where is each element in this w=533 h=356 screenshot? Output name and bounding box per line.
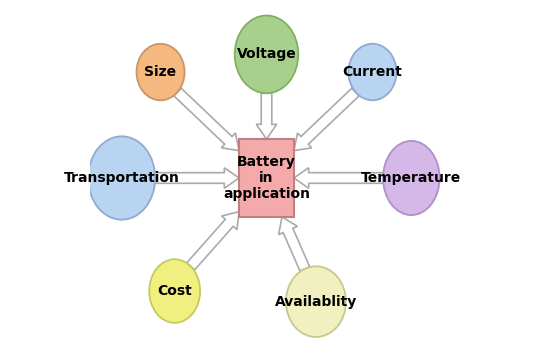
Ellipse shape [383, 141, 440, 215]
Polygon shape [155, 168, 239, 188]
Text: Availablity: Availablity [275, 295, 357, 309]
Text: Current: Current [343, 65, 402, 79]
Text: Voltage: Voltage [237, 47, 296, 61]
Polygon shape [187, 212, 239, 270]
Polygon shape [174, 88, 239, 151]
Ellipse shape [235, 16, 298, 93]
Ellipse shape [349, 44, 397, 100]
Polygon shape [279, 217, 310, 271]
FancyBboxPatch shape [239, 139, 294, 217]
Ellipse shape [136, 44, 184, 100]
Ellipse shape [149, 259, 200, 323]
Text: Size: Size [144, 65, 176, 79]
Text: Battery
in
application: Battery in application [223, 155, 310, 201]
Text: Transportation: Transportation [64, 171, 180, 185]
Polygon shape [256, 93, 277, 139]
Polygon shape [294, 168, 383, 188]
Text: Cost: Cost [157, 284, 192, 298]
Ellipse shape [88, 136, 155, 220]
Ellipse shape [286, 266, 346, 337]
Text: Temperature: Temperature [361, 171, 462, 185]
Polygon shape [294, 88, 359, 151]
